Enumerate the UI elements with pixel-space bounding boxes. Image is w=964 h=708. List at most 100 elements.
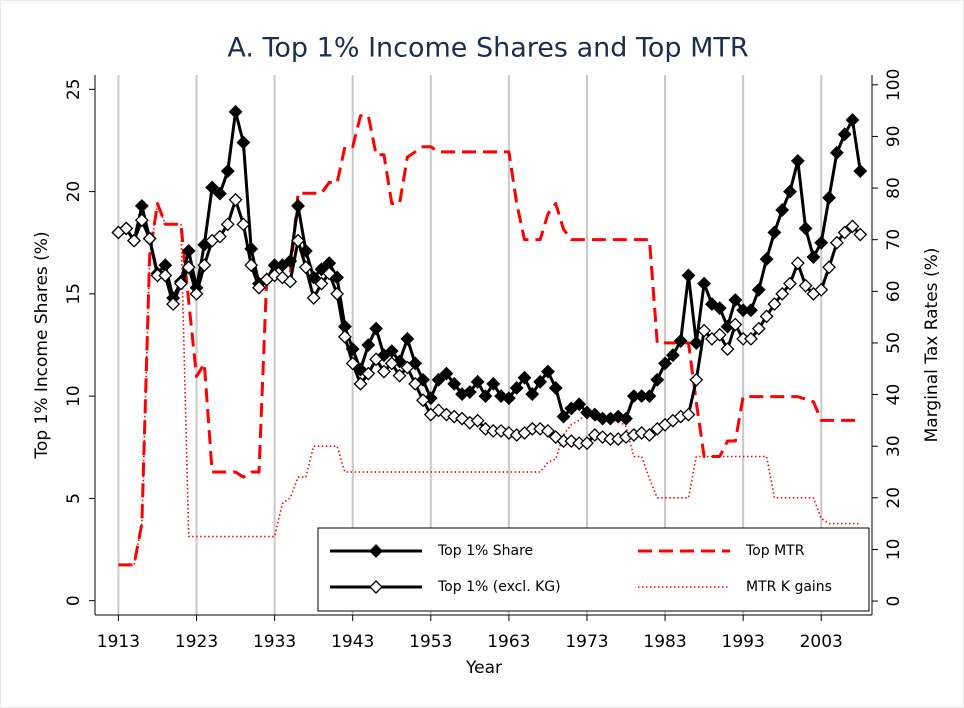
y-tick-label: 15	[64, 283, 84, 305]
y-tick-label: 5	[64, 493, 84, 504]
marker	[806, 250, 821, 264]
marker	[267, 268, 282, 283]
marker	[712, 327, 727, 342]
marker	[369, 352, 384, 367]
marker	[220, 217, 235, 232]
marker	[650, 372, 665, 387]
marker	[712, 301, 727, 316]
marker	[439, 366, 454, 381]
marker	[478, 389, 493, 404]
x-tick-label: 1923	[175, 632, 218, 652]
marker	[314, 276, 329, 291]
y-axis-label: Top 1% Income Shares (%)	[32, 231, 52, 459]
marker	[634, 426, 649, 440]
marker	[541, 423, 555, 438]
marker	[853, 227, 868, 242]
y2-tick-label: 100	[884, 69, 904, 101]
marker	[697, 323, 712, 338]
marker	[845, 113, 860, 127]
y2-tick-label: 50	[884, 332, 904, 354]
marker	[783, 184, 797, 199]
marker	[416, 372, 430, 387]
y2-tick-label: 20	[884, 487, 904, 509]
marker	[181, 260, 196, 275]
marker	[728, 317, 743, 332]
y2-axis-label: Marginal Tax Rates (%)	[922, 248, 942, 443]
marker	[759, 309, 774, 324]
marker	[587, 428, 602, 442]
marker	[689, 336, 704, 350]
marker	[767, 225, 782, 240]
marker	[556, 409, 571, 424]
legend-label: Top MTR	[745, 543, 805, 559]
marker	[345, 356, 360, 371]
x-tick-label: 2003	[800, 632, 843, 652]
marker	[416, 393, 430, 408]
marker	[572, 397, 587, 412]
marker	[775, 203, 790, 217]
marker	[213, 229, 227, 244]
marker	[134, 198, 149, 213]
marker	[509, 381, 524, 395]
y-tick-label: 0	[64, 595, 84, 606]
marker	[337, 329, 352, 344]
marker	[580, 436, 594, 451]
marker	[400, 331, 415, 346]
marker	[501, 426, 516, 440]
marker	[291, 198, 305, 213]
marker	[158, 268, 173, 283]
marker	[837, 225, 852, 240]
marker	[166, 297, 181, 312]
x-tick-label: 1993	[722, 632, 765, 652]
y-tick-label: 25	[64, 78, 84, 100]
y2-tick-label: 30	[884, 435, 904, 457]
chart-title: A. Top 1% Income Shares and Top MTR	[227, 33, 748, 64]
y2-tick-label: 0	[884, 596, 904, 607]
marker	[322, 266, 337, 281]
marker	[189, 286, 204, 301]
marker	[720, 342, 735, 357]
y2-tick-label: 60	[884, 280, 904, 302]
marker	[689, 372, 704, 387]
marker	[767, 297, 782, 312]
marker	[697, 276, 712, 291]
legend-marker	[369, 580, 383, 594]
marker	[330, 286, 344, 301]
marker	[751, 282, 766, 297]
marker	[829, 145, 844, 160]
marker	[853, 164, 868, 179]
marker	[642, 428, 657, 442]
marker	[790, 256, 805, 271]
legend-box	[317, 527, 870, 612]
x-tick-label: 1983	[643, 632, 686, 652]
marker	[228, 104, 243, 119]
marker	[127, 233, 141, 248]
marker	[470, 374, 485, 389]
marker	[228, 192, 243, 207]
marker	[837, 127, 852, 142]
marker	[236, 135, 251, 150]
marker	[798, 278, 813, 293]
y2-tick-label: 80	[884, 177, 904, 199]
marker	[392, 354, 407, 369]
marker	[681, 407, 696, 422]
marker	[431, 372, 446, 387]
legend-marker	[369, 544, 383, 558]
marker	[283, 274, 298, 289]
marker	[501, 391, 516, 406]
marker	[384, 356, 399, 371]
marker	[181, 243, 196, 258]
marker	[173, 276, 188, 291]
x-tick-label: 1943	[331, 632, 374, 652]
marker	[822, 190, 836, 205]
marker	[744, 303, 758, 318]
marker	[291, 233, 305, 248]
marker	[298, 260, 313, 275]
marker	[377, 364, 391, 379]
marker	[353, 376, 368, 391]
marker	[533, 374, 548, 389]
legend-label: Top 1% Share	[437, 543, 533, 559]
marker	[658, 356, 672, 371]
x-axis-label: Year	[465, 658, 502, 678]
